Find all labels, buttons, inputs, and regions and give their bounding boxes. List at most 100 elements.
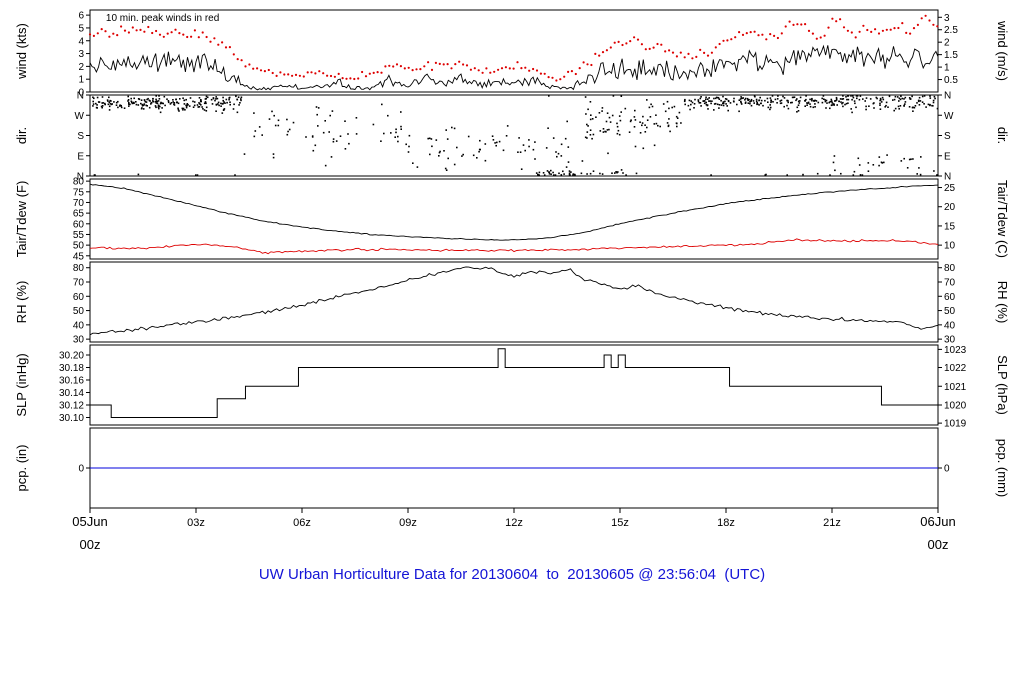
direction-dots — [535, 95, 627, 176]
x-tick-label: 21z — [823, 517, 841, 529]
x-tick-label: 18z — [717, 517, 735, 529]
direction-right-tick-label: N — [944, 91, 951, 102]
relative_humidity-frame — [89, 261, 939, 343]
sea_level_pressure-right-tick-label: 1020 — [944, 401, 967, 412]
sea_level_pressure-right-tick-label: 1019 — [944, 419, 967, 430]
temperature-right-tick-label: 10 — [944, 241, 956, 252]
wind-left-tick-label: 0 — [78, 88, 84, 99]
temperature-right-tick-label: 20 — [944, 202, 956, 213]
temperature-left-tick-label: 55 — [73, 230, 85, 241]
panel-precipitation: 0 0 pcp. (in) pcp. (mm) — [14, 427, 1010, 509]
wind-right-tick-label: 2.5 — [944, 25, 958, 36]
direction-dots — [832, 154, 935, 176]
wind-right-tick-label: 1.5 — [944, 50, 958, 61]
sea_level_pressure-left-tick-label: 30.18 — [59, 363, 84, 374]
relative_humidity-right-tick-label: 80 — [944, 263, 956, 274]
direction-right-tick-label: S — [944, 131, 951, 142]
wind-left-tick-label: 2 — [78, 62, 84, 73]
direction-dots — [584, 96, 682, 175]
relative_humidity-right-tick-label: 40 — [944, 320, 956, 331]
direction-right-tick-label: N — [944, 172, 951, 183]
x-axis: 03z 06z 09z 12z 15z 18z 21z 05Jun 00z 06Jun 00z — [72, 508, 956, 552]
relative_humidity-right-tick-label: 70 — [944, 278, 956, 289]
relative_humidity-left-tick-label: 50 — [73, 306, 85, 317]
temperature-frame — [89, 178, 939, 260]
wind-frame — [89, 9, 939, 93]
direction-right-tick-label: E — [944, 151, 951, 162]
wind_speed_kts-series — [89, 44, 939, 91]
sea_level_pressure-left-tick-label: 30.20 — [59, 351, 84, 362]
precipitation-right-axis-label: pcp. (mm) — [995, 439, 1010, 498]
wind-right-tick-label: 2 — [944, 38, 950, 49]
relative_humidity-left-tick-label: 40 — [73, 320, 85, 331]
wind-right-axis-label: wind (m/s) — [995, 20, 1010, 81]
relative_humidity-left-axis-label: RH (%) — [14, 281, 29, 324]
sea_level_pressure-right-tick-label: 1023 — [944, 345, 967, 356]
temperature-left-tick-label: 50 — [73, 241, 85, 252]
direction-left-tick-label: W — [75, 111, 85, 122]
panel-relative_humidity: 30 40 50 60 70 80 30 40 50 60 70 80 RH (%) RH (%) — [14, 261, 1010, 346]
direction-dots — [407, 120, 584, 175]
wind-left-tick-label: 3 — [78, 49, 84, 60]
temperature-left-tick-label: 45 — [73, 251, 85, 262]
sea_level_pressure-left-tick-label: 30.10 — [59, 413, 84, 424]
x-tick-label: 15z — [611, 517, 629, 529]
RH_pct-series — [89, 266, 939, 336]
relative_humidity-right-axis-label: RH (%) — [995, 281, 1010, 324]
start-date-label-time: 00z — [80, 537, 101, 552]
x-tick-label: 09z — [399, 517, 417, 529]
sea_level_pressure-right-axis-label: SLP (hPa) — [995, 355, 1010, 415]
wind-right-tick-label: 3 — [944, 13, 950, 24]
temperature-right-axis-label: Tair/Tdew (C) — [995, 180, 1010, 258]
direction-dots — [92, 95, 243, 176]
relative_humidity-left-tick-label: 30 — [73, 335, 85, 346]
temperature-left-tick-label: 80 — [73, 177, 85, 188]
sea_level_pressure-left-tick-label: 30.12 — [59, 401, 84, 412]
wind-left-tick-label: 5 — [78, 23, 84, 34]
slp_inHg-series — [90, 348, 938, 418]
temperature-left-tick-label: 70 — [73, 198, 85, 209]
x-tick-label: 12z — [505, 517, 523, 529]
sea_level_pressure-frame — [89, 344, 939, 426]
chart-title: UW Urban Horticulture Data for 20130604 … — [258, 566, 766, 583]
temperature-left-tick-label: 60 — [73, 219, 85, 230]
start-date-label: 05Jun — [72, 514, 107, 529]
peak-wind-annotation: 10 min. peak winds in red — [106, 13, 219, 24]
temperature-left-tick-label: 65 — [73, 209, 85, 220]
sea_level_pressure-left-tick-label: 30.16 — [59, 376, 84, 387]
direction-right-axis-label: dir. — [995, 127, 1010, 144]
x-tick-label: 06z — [293, 517, 311, 529]
temperature-right-tick-label: 15 — [944, 221, 956, 232]
relative_humidity-right-tick-label: 30 — [944, 335, 956, 346]
direction-left-tick-label: S — [77, 131, 84, 142]
sea_level_pressure-left-axis-label: SLP (inHg) — [14, 353, 29, 416]
precipitation-left-tick-label: 0 — [78, 464, 84, 475]
wind-left-tick-label: 6 — [78, 11, 84, 22]
precipitation-right-tick-label: 0 — [944, 464, 950, 475]
relative_humidity-right-tick-label: 60 — [944, 292, 956, 303]
peak_wind_kts-series — [88, 14, 939, 82]
end-date-label-time: 00z — [928, 537, 949, 552]
wind-right-tick-label: 0.5 — [944, 75, 958, 86]
wind-left-tick-label: 1 — [78, 75, 84, 86]
direction-left-tick-label: N — [77, 91, 84, 102]
direction-dots — [683, 95, 939, 176]
precipitation-left-axis-label: pcp. (in) — [14, 445, 29, 492]
direction-left-axis-label: dir. — [14, 127, 29, 144]
sea_level_pressure-left-tick-label: 30.14 — [59, 388, 84, 399]
temperature-left-tick-label: 75 — [73, 187, 85, 198]
sea_level_pressure-right-tick-label: 1021 — [944, 382, 967, 393]
end-date-label: 06Jun — [920, 514, 955, 529]
temperature-right-tick-label: 25 — [944, 183, 956, 194]
wind-right-tick-label: 1 — [944, 63, 950, 74]
Tair_F-series — [89, 183, 939, 241]
sea_level_pressure-right-tick-label: 1022 — [944, 363, 967, 374]
direction-dots — [243, 103, 407, 167]
wind-left-axis-label: wind (kts) — [14, 23, 29, 80]
